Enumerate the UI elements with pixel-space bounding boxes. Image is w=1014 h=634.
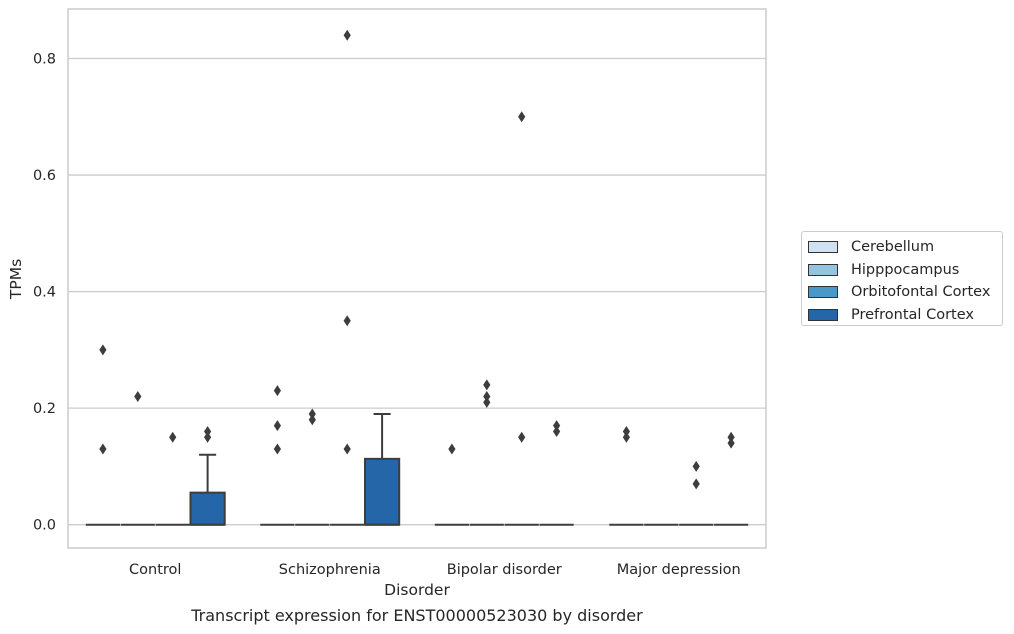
legend-swatch-hippocampus bbox=[808, 263, 838, 276]
legend-swatch-orbitofrontal-cortex bbox=[808, 286, 838, 299]
outlier-point bbox=[553, 425, 561, 437]
y-tick-label: 0.2 bbox=[33, 401, 56, 417]
legend-item-cerebellum: Cerebellum bbox=[808, 236, 1002, 259]
y-tick-label: 0.8 bbox=[33, 52, 56, 68]
outlier-point bbox=[204, 431, 212, 443]
plot-frame bbox=[67, 8, 767, 549]
outlier-point bbox=[553, 420, 561, 432]
x-tick-label: Major depression bbox=[617, 562, 741, 578]
outlier-point bbox=[483, 396, 491, 408]
x-tick-labels: Control Schizophrenia Bipolar disorder Majo… bbox=[129, 562, 741, 578]
outlier-point bbox=[518, 111, 526, 123]
outlier-point bbox=[518, 431, 526, 443]
outlier-point bbox=[448, 443, 456, 455]
outlier-point bbox=[273, 420, 281, 432]
box bbox=[189, 491, 226, 526]
box bbox=[363, 457, 401, 526]
legend-item-prefrontal-cortex: Prefrontal Cortex bbox=[808, 304, 1002, 327]
legend-label-cerebellum: Cerebellum bbox=[851, 239, 935, 256]
box-group bbox=[189, 453, 226, 526]
outlier-point bbox=[343, 315, 351, 327]
outlier-point bbox=[308, 414, 316, 426]
outlier-point bbox=[727, 431, 735, 443]
y-tick-label: 0.0 bbox=[33, 518, 56, 534]
x-tick-label: Control bbox=[129, 562, 181, 578]
outlier-point bbox=[134, 390, 142, 402]
outliers bbox=[99, 29, 735, 490]
y-tick-label: 0.4 bbox=[33, 285, 56, 301]
chart-caption: Transcript expression for ENST0000052303… bbox=[191, 606, 643, 625]
outlier-point bbox=[308, 408, 316, 420]
x-tick-label: Schizophrenia bbox=[279, 562, 381, 578]
outlier-point bbox=[692, 460, 700, 472]
x-axis-label: Disorder bbox=[384, 581, 450, 599]
outlier-point bbox=[99, 344, 107, 356]
legend-item-orbitofrontal-cortex: Orbitofontal Cortex bbox=[808, 281, 1002, 304]
outlier-point bbox=[343, 443, 351, 455]
legend: Cerebellum Hipppocampus Orbitofontal Cor… bbox=[801, 231, 1003, 326]
box-group bbox=[363, 412, 401, 526]
outlier-point bbox=[169, 431, 177, 443]
legend-swatch-prefrontal-cortex bbox=[808, 308, 838, 321]
boxes bbox=[85, 412, 749, 526]
y-axis-label: TPMs bbox=[7, 259, 25, 300]
outlier-point bbox=[483, 379, 491, 391]
outlier-point bbox=[273, 385, 281, 397]
legend-label-hippocampus: Hipppocampus bbox=[851, 261, 960, 278]
outlier-point bbox=[692, 478, 700, 490]
outlier-point bbox=[622, 431, 630, 443]
legend-item-hippocampus: Hipppocampus bbox=[808, 259, 1002, 282]
legend-label-orbitofrontal-cortex: Orbitofontal Cortex bbox=[851, 284, 991, 301]
y-tick-labels: 0.0 0.2 0.4 0.6 0.8 bbox=[33, 52, 56, 534]
outlier-point bbox=[99, 443, 107, 455]
outlier-point bbox=[273, 443, 281, 455]
outlier-point bbox=[483, 390, 491, 402]
y-tick-label: 0.6 bbox=[33, 168, 56, 184]
outlier-point bbox=[343, 29, 351, 41]
x-tick-label: Bipolar disorder bbox=[447, 562, 562, 578]
legend-swatch-cerebellum bbox=[808, 241, 838, 254]
plot-area bbox=[68, 9, 766, 548]
outlier-point bbox=[622, 425, 630, 437]
outlier-point bbox=[204, 425, 212, 437]
outlier-point bbox=[727, 437, 735, 449]
legend-label-prefrontal-cortex: Prefrontal Cortex bbox=[851, 306, 974, 323]
